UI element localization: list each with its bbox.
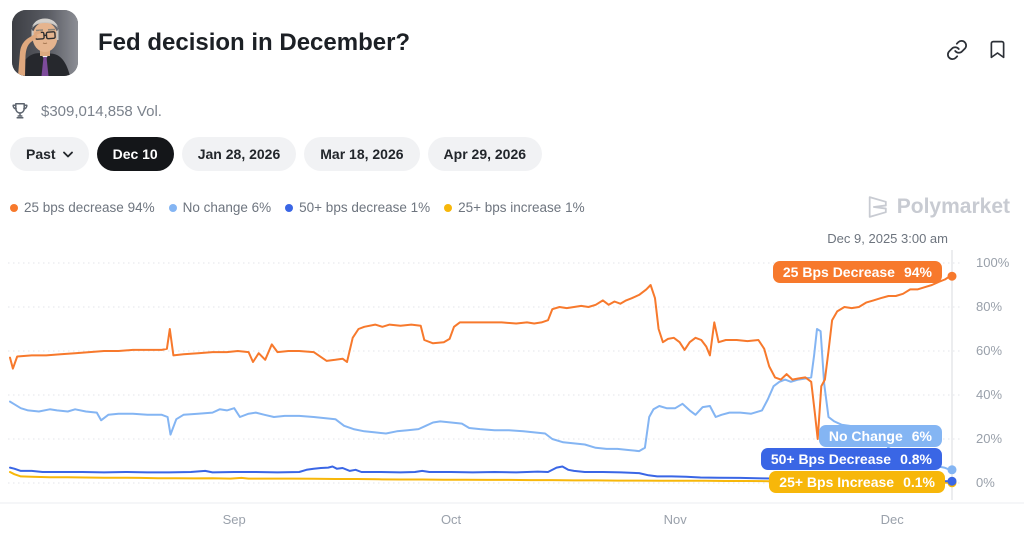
tab-label: Jan 28, 2026 (197, 146, 281, 162)
series-label-name: 25 Bps Decrease (782, 264, 895, 280)
series-line-no-change (9, 328, 951, 471)
series-label-name: 25+ Bps Increase (779, 474, 895, 490)
volume-text: $309,014,858 Vol. (41, 102, 162, 120)
tab-past[interactable]: Past (10, 137, 89, 171)
series-label-25-bps-increase[interactable]: 25+ Bps Increase 0.1% (769, 471, 945, 493)
polymarket-watermark: Polymarket (865, 194, 1010, 220)
polymarket-logo-icon (868, 196, 887, 218)
series-label-value: 0.1% (903, 474, 935, 490)
tab-label: Dec 10 (112, 146, 158, 162)
page-title: Fed decision in December? (98, 29, 411, 56)
series-label-value: 0.8% (900, 451, 932, 467)
share-link-icon[interactable] (946, 39, 968, 61)
tab-label: Past (26, 146, 56, 162)
y-tick-0%: 0% (976, 475, 995, 490)
legend-item-25-bps-increase[interactable]: 25+ bps increase 1% (444, 200, 585, 215)
legend-label: 25+ bps increase 1% (458, 200, 585, 215)
bookmark-icon[interactable] (987, 38, 1008, 61)
series-label-name: No Change (828, 428, 903, 444)
crosshair-timestamp: Dec 9, 2025 3:00 am (827, 231, 948, 246)
series-label-50-bps-decrease[interactable]: 50+ Bps Decrease 0.8% (760, 448, 942, 470)
trophy-icon (12, 103, 28, 119)
legend-label: 50+ bps decrease 1% (299, 200, 431, 215)
y-tick-100%: 100% (976, 255, 1010, 270)
y-tick-40%: 40% (976, 387, 1003, 402)
tab-jan-28-2026[interactable]: Jan 28, 2026 (181, 137, 297, 171)
legend-label: 25 bps decrease 94% (24, 200, 155, 215)
legend-item-25-bps-decrease[interactable]: 25 bps decrease 94% (10, 200, 155, 215)
y-tick-60%: 60% (976, 343, 1003, 358)
series-label-25-bps-decrease[interactable]: 25 Bps Decrease 94% (772, 261, 942, 283)
tab-label: Mar 18, 2026 (320, 146, 404, 162)
tab-apr-29-2026[interactable]: Apr 29, 2026 (427, 137, 543, 171)
series-label-value: 6% (911, 428, 932, 444)
tab-dec-10[interactable]: Dec 10 (96, 137, 174, 171)
series-line-25-bps-decrease (9, 275, 951, 440)
powell-portrait-image (12, 10, 78, 76)
legend-label: No change 6% (182, 200, 272, 215)
polymarket-wordmark: Polymarket (896, 195, 1010, 218)
y-tick-20%: 20% (976, 431, 1003, 446)
series-end-dot-25-bps-decrease (947, 271, 957, 281)
legend-item-no-change[interactable]: No change 6% (168, 200, 272, 215)
series-label-name: 50+ Bps Decrease (770, 451, 892, 467)
chevron-down-icon (62, 151, 73, 158)
y-tick-80%: 80% (976, 299, 1003, 314)
x-tick-sep: Sep (222, 512, 246, 527)
legend-dot-icon (285, 203, 294, 212)
legend-item-50-bps-decrease[interactable]: 50+ bps decrease 1% (285, 200, 430, 215)
series-line-50-bps-decrease (9, 465, 951, 483)
legend-dot-icon (444, 203, 453, 212)
tab-label: Apr 29, 2026 (443, 146, 527, 162)
market-avatar (12, 10, 78, 76)
series-end-dot-no-change (947, 465, 957, 475)
chart-legend: 25 bps decrease 94% No change 6% 50+ bps d… (10, 200, 585, 215)
series-label-value: 94% (903, 264, 932, 280)
x-tick-dec: Dec (880, 512, 904, 527)
series-end-dot-50-bps-decrease (947, 476, 957, 486)
series-label-no-change[interactable]: No Change 6% (818, 425, 942, 447)
volume-row: $309,014,858 Vol. (10, 101, 162, 121)
date-tabs: Past Dec 10 Jan 28, 2026 Mar 18, 2026 Apr 29… (10, 137, 543, 171)
legend-dot-icon (168, 203, 177, 212)
legend-dot-icon (10, 203, 18, 212)
x-tick-oct: Oct (440, 512, 462, 527)
tab-mar-18-2026[interactable]: Mar 18, 2026 (304, 137, 420, 171)
x-tick-nov: Nov (663, 512, 687, 527)
